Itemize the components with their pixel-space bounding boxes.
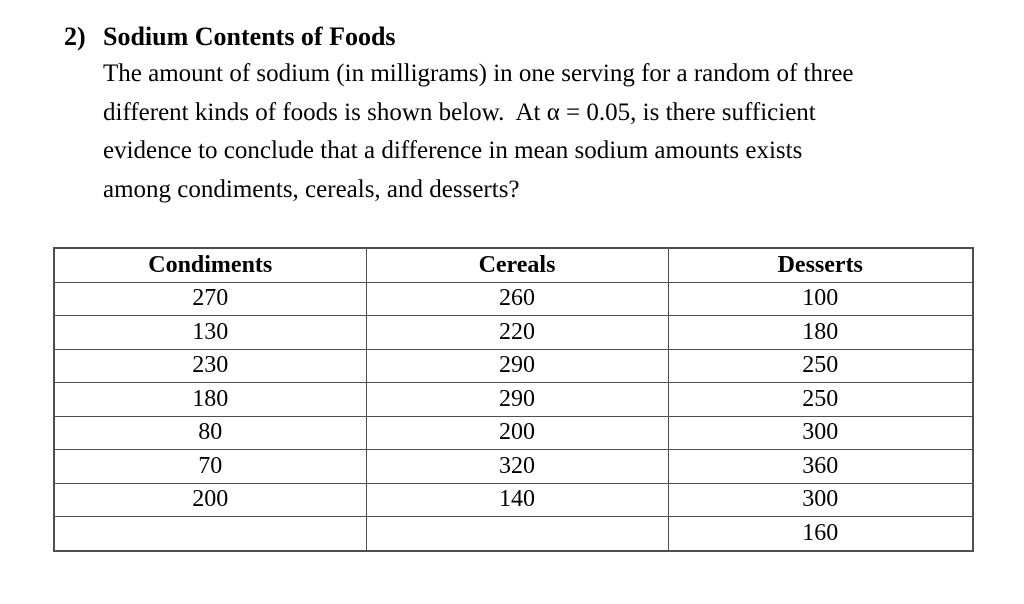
- column-header-condiments: Condiments: [53, 247, 367, 283]
- table-row: 270 260 100: [53, 281, 974, 316]
- table-cell: 200: [53, 482, 367, 517]
- table-cell: 360: [667, 449, 974, 484]
- table-row: 130 220 180: [53, 315, 974, 350]
- problem-number: 2): [64, 22, 86, 51]
- table-cell: [365, 516, 669, 551]
- table-cell: 220: [365, 315, 669, 350]
- table-cell: 270: [53, 281, 367, 316]
- table-row: 200 140 300: [53, 482, 974, 517]
- table-cell: 80: [53, 415, 367, 450]
- table-cell: 100: [667, 281, 974, 316]
- table-header-row: Condiments Cereals Desserts: [53, 247, 974, 283]
- table-cell: 290: [365, 382, 669, 417]
- table-cell: 180: [53, 382, 367, 417]
- table-cell: 180: [667, 315, 974, 350]
- table-cell: 260: [365, 281, 669, 316]
- table-cell: 130: [53, 315, 367, 350]
- table-cell: 300: [667, 482, 974, 517]
- table-cell: 250: [667, 382, 974, 417]
- table-cell: 200: [365, 415, 669, 450]
- table-cell: 140: [365, 482, 669, 517]
- table-row: 70 320 360: [53, 449, 974, 484]
- table-cell: 160: [667, 516, 974, 551]
- statement-line: among condiments, cereals, and desserts?: [103, 175, 520, 203]
- table-cell: 250: [667, 348, 974, 383]
- table-row: 180 290 250: [53, 382, 974, 417]
- problem-title: 2) Sodium Contents of Foods: [64, 21, 396, 53]
- table-cell: [53, 516, 367, 551]
- problem-title-text: Sodium Contents of Foods: [103, 22, 396, 51]
- column-header-cereals: Cereals: [365, 247, 669, 283]
- problem-statement: The amount of sodium (in milligrams) in …: [103, 55, 854, 209]
- column-header-desserts: Desserts: [667, 247, 974, 283]
- statement-line: different kinds of foods is shown below.…: [103, 98, 816, 126]
- table-row: 230 290 250: [53, 348, 974, 383]
- table-cell: 230: [53, 348, 367, 383]
- table-row: 80 200 300: [53, 415, 974, 450]
- statement-line: evidence to conclude that a difference i…: [103, 137, 803, 164]
- table-row: 160: [53, 516, 974, 551]
- table-cell: 70: [53, 449, 367, 484]
- table-cell: 300: [667, 415, 974, 450]
- table-cell: 320: [365, 449, 669, 484]
- statement-line: The amount of sodium (in milligrams) in …: [103, 60, 854, 87]
- table-cell: 290: [365, 348, 669, 383]
- sodium-data-table: Condiments Cereals Desserts 270 260 100 …: [53, 247, 974, 552]
